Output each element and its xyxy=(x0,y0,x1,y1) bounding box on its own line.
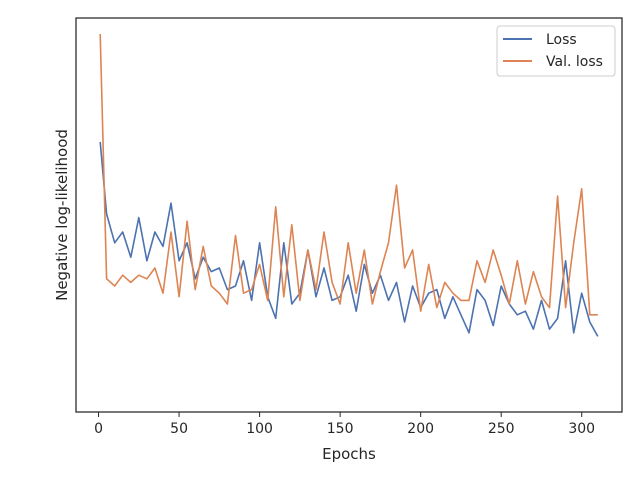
x-tick-label: 200 xyxy=(407,421,434,437)
plot-frame xyxy=(75,17,623,413)
y-axis-label: Negative log-likelihood xyxy=(53,129,71,301)
x-tick-label: 0 xyxy=(94,421,103,437)
series-line-val-loss xyxy=(99,33,598,316)
x-tick-label: 300 xyxy=(568,421,595,437)
x-tick-label: 50 xyxy=(170,421,188,437)
legend-label-loss: Loss xyxy=(546,32,577,48)
x-axis-label: Epochs xyxy=(322,445,376,463)
x-axis-ticks: 0 50 100 150 200 250 300 xyxy=(94,412,595,437)
series-layer xyxy=(99,33,599,337)
series-line-loss xyxy=(99,141,599,337)
legend-label-val-loss: Val. loss xyxy=(546,54,603,70)
x-tick-label: 100 xyxy=(246,421,273,437)
x-tick-label: 250 xyxy=(488,421,515,437)
x-tick-label: 150 xyxy=(327,421,354,437)
legend: Loss Val. loss xyxy=(496,25,616,77)
